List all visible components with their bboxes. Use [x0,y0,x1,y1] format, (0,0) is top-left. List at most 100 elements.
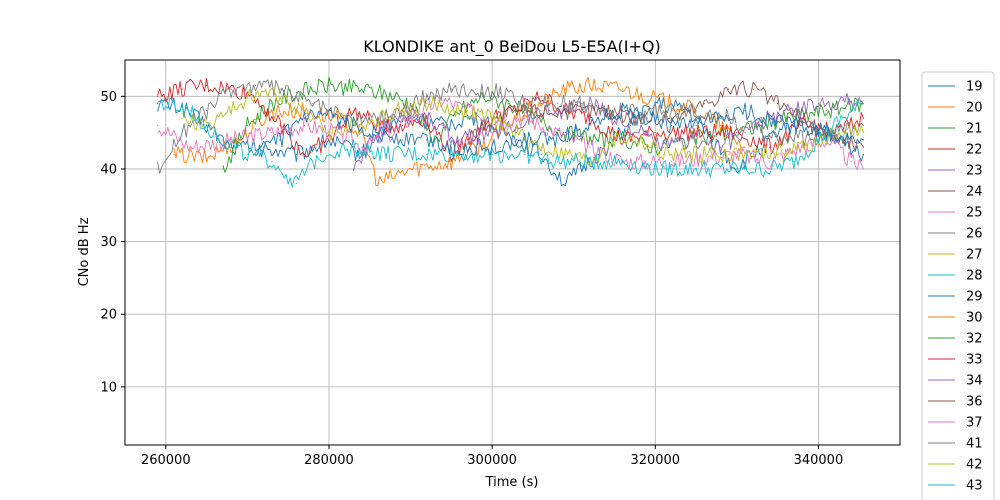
data-point [458,110,461,112]
legend-item: 33 [928,353,983,368]
data-point [540,153,542,155]
data-point [312,103,314,105]
data-point [862,117,864,119]
data-point [548,139,550,141]
data-point [279,139,281,141]
data-point [850,161,852,163]
plot-area [157,76,864,188]
legend-item: 42 [928,458,983,473]
legend-label: 32 [966,332,983,347]
data-point [352,146,354,148]
data-point [491,117,493,119]
legend-label: 21 [966,122,983,137]
data-point [793,161,795,163]
data-point [768,161,771,163]
data-point [344,117,346,119]
legend-label: 42 [966,458,983,473]
data-point [157,168,159,170]
data-point [817,139,820,141]
data-point [206,157,208,159]
data-point [475,146,477,148]
data-point [862,103,864,105]
data-point [671,161,673,163]
series-27 [181,88,864,167]
legend-item: 19 [928,80,983,95]
data-point [768,117,771,119]
y-tick-label: 30 [100,235,117,250]
data-point [467,110,469,112]
data-point [246,153,248,155]
data-point [491,132,493,134]
legend-item: 41 [928,437,983,452]
legend-label: 20 [966,101,983,116]
series-line [157,77,864,162]
data-point [295,92,297,94]
data-point [597,139,599,141]
data-point [564,153,567,155]
data-point [157,103,159,105]
data-point [173,153,175,155]
data-point [589,146,591,148]
data-point [719,117,722,119]
series-29 [254,102,864,158]
data-point [230,110,232,112]
data-point [295,182,297,185]
data-point [862,132,864,134]
data-point [230,139,232,141]
data-point [817,132,820,134]
data-point [768,168,771,170]
legend-item: 36 [928,395,983,410]
data-point [467,139,469,141]
data-point [540,146,542,148]
data-point [662,146,665,148]
y-axis: 10 20 30 40 50 [100,90,125,395]
data-point [752,88,754,90]
data-point [401,124,403,126]
legend-item: 37 [928,416,983,431]
data-point [777,103,779,105]
series-28 [157,97,864,188]
data-point [703,103,705,105]
y-tick-label: 40 [100,162,117,177]
data-point [181,132,183,134]
data-point [426,103,428,105]
data-point [744,110,746,112]
data-point [524,139,526,141]
data-point [271,103,273,105]
legend-label: 19 [966,80,983,95]
data-point [695,124,697,126]
data-point [352,110,354,112]
data-point [507,103,509,105]
legend-label: 27 [966,248,983,263]
data-point [842,132,844,134]
data-point [230,146,232,148]
grid [125,60,900,445]
data-point [303,110,306,112]
data-point [254,84,257,86]
series-line [173,77,745,187]
data-point [361,88,363,90]
x-tick-label: 280000 [304,453,354,468]
data-point [450,153,452,155]
data-point [834,139,836,141]
data-point [548,110,550,112]
data-point [760,132,762,134]
data-point [662,153,665,155]
data-point [532,117,534,119]
data-point [352,124,354,126]
data-point [377,117,379,119]
data-point [361,124,363,126]
data-point [157,95,159,97]
data-point [862,153,864,155]
series-line [157,97,864,188]
data-point [801,146,803,148]
data-point [638,139,640,141]
legend-item: 24 [928,185,983,200]
data-point [597,117,599,119]
data-point [385,153,387,155]
legend-label: 41 [966,437,983,452]
data-point [361,146,363,148]
y-tick-label: 50 [100,90,117,105]
data-point [809,124,811,126]
legend-item: 25 [928,206,983,221]
